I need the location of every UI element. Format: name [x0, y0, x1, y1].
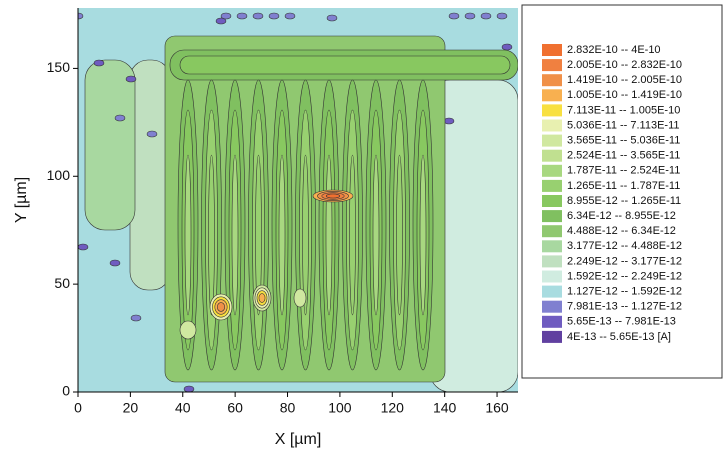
speckle: [131, 315, 141, 321]
chart: X [µm] Y [µm] 0 20 40 60 80 100 120 140 160 0 50 10…: [0, 0, 727, 456]
stripe: [279, 155, 285, 315]
x-tick-label: 0: [74, 400, 82, 416]
legend-label: 2.832E-10 -- 4E-10: [567, 44, 661, 56]
y-tick-label: 50: [54, 275, 70, 291]
speckle: [115, 115, 125, 121]
field-zone: [85, 60, 135, 230]
y-tick-label: 100: [47, 167, 71, 183]
speckle: [94, 60, 104, 66]
hot-spot: [217, 303, 224, 312]
legend-label: 1.005E-10 -- 1.419E-10: [567, 89, 682, 101]
legend-label: 2.249E-12 -- 3.177E-12: [567, 255, 682, 267]
speckle: [184, 386, 194, 392]
speckle: [126, 76, 136, 82]
stripe: [232, 155, 238, 315]
legend-swatch: [542, 89, 562, 101]
speckle: [110, 260, 120, 266]
speckle: [221, 13, 231, 19]
legend-label: 3.565E-11 -- 5.036E-11: [567, 135, 680, 147]
hot-spot: [326, 194, 340, 198]
speckle: [78, 244, 88, 250]
legend-label: 3.177E-12 -- 4.488E-12: [567, 240, 682, 252]
speckle: [465, 13, 475, 19]
speckle: [497, 13, 507, 19]
speckle: [449, 13, 459, 19]
field: [73, 8, 518, 392]
legend-swatch: [542, 286, 562, 298]
legend-swatch: [542, 195, 562, 207]
legend-swatch: [542, 120, 562, 132]
legend-swatch: [542, 150, 562, 162]
legend-label: 6.34E-12 -- 8.955E-12: [567, 210, 676, 222]
x-tick-label: 120: [381, 400, 405, 416]
speckle: [269, 13, 279, 19]
legend-label: 1.592E-12 -- 2.249E-12: [567, 270, 682, 282]
legend-label: 7.113E-11 -- 1.005E-10: [567, 104, 680, 116]
speckle: [502, 44, 512, 50]
y-tick-label: 150: [47, 59, 71, 75]
legend-swatch: [542, 180, 562, 192]
legend-swatch: [542, 210, 562, 222]
legend-label: 4E-13 -- 5.65E-13 [A]: [567, 331, 671, 343]
x-tick-label: 20: [123, 400, 139, 416]
legend-label: 8.955E-12 -- 1.265E-11: [567, 195, 681, 207]
x-tick-label: 60: [227, 400, 243, 416]
x-tick-label: 100: [328, 400, 352, 416]
legend-swatch: [542, 316, 562, 328]
legend-label: 1.419E-10 -- 2.005E-10: [567, 74, 682, 86]
legend-swatch: [542, 255, 562, 267]
x-tick-label: 160: [485, 400, 509, 416]
legend-label: 2.524E-11 -- 3.565E-11: [567, 150, 680, 162]
x-axis-label: X [µm]: [275, 431, 322, 448]
legend-label: 1.265E-11 -- 1.787E-11: [567, 180, 680, 192]
stripe: [373, 155, 379, 315]
hot-spot: [259, 294, 265, 303]
legend-swatch: [542, 74, 562, 86]
stripe: [185, 155, 191, 315]
stripe: [350, 155, 356, 315]
legend-swatch: [542, 104, 562, 116]
stripe: [326, 155, 332, 315]
x-tick-label: 140: [433, 400, 457, 416]
contour-field: [73, 8, 518, 392]
legend-label: 2.005E-10 -- 2.832E-10: [567, 59, 682, 71]
legend-swatch: [542, 271, 562, 283]
speckle: [285, 13, 295, 19]
legend-swatch: [542, 301, 562, 313]
legend-label: 5.036E-11 -- 7.113E-11: [567, 119, 680, 131]
stripe: [397, 155, 403, 315]
x-tick-label: 80: [280, 400, 296, 416]
legend-label: 4.488E-12 -- 6.34E-12: [567, 225, 676, 237]
legend-swatch: [542, 59, 562, 71]
legend-swatch: [542, 135, 562, 147]
field-zone: [130, 60, 170, 290]
field-block: [180, 56, 510, 74]
legend-swatch: [542, 225, 562, 237]
legend-swatch: [542, 44, 562, 56]
legend-label: 7.981E-13 -- 1.127E-12: [567, 301, 682, 313]
legend-label: 5.65E-13 -- 7.981E-13: [567, 316, 676, 328]
legend-label: 1.127E-12 -- 1.592E-12: [567, 286, 682, 298]
speckle: [253, 13, 263, 19]
speckle: [237, 13, 247, 19]
stripe: [420, 155, 426, 315]
hot-spot: [294, 289, 306, 307]
y-tick-label: 0: [62, 383, 70, 399]
legend-swatch: [542, 331, 562, 343]
hot-spot: [180, 321, 196, 339]
x-tick-label: 40: [175, 400, 191, 416]
speckle: [444, 118, 454, 124]
legend-swatch: [542, 165, 562, 177]
legend-swatch: [542, 240, 562, 252]
speckle: [481, 13, 491, 19]
legend-label: 1.787E-11 -- 2.524E-11: [567, 165, 680, 177]
stripe: [209, 155, 215, 315]
y-axis-label: Y [µm]: [13, 177, 30, 223]
speckle: [327, 15, 337, 21]
speckle: [147, 131, 157, 137]
